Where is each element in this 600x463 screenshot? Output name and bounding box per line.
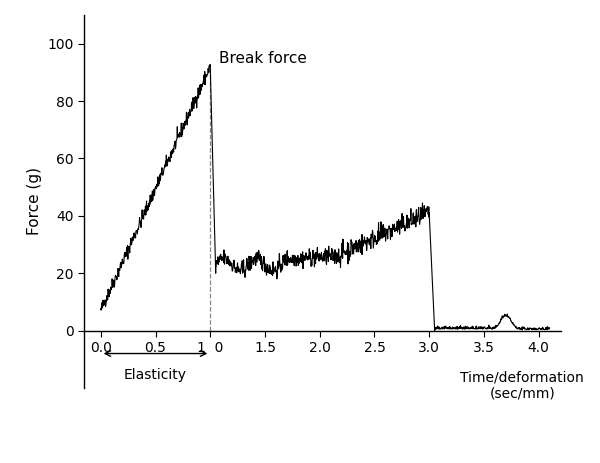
Text: Time/deformation
(sec/mm): Time/deformation (sec/mm)	[460, 371, 584, 401]
Text: Elasticity: Elasticity	[124, 368, 187, 382]
Y-axis label: Force (g): Force (g)	[27, 168, 42, 236]
Text: Break force: Break force	[219, 50, 307, 66]
